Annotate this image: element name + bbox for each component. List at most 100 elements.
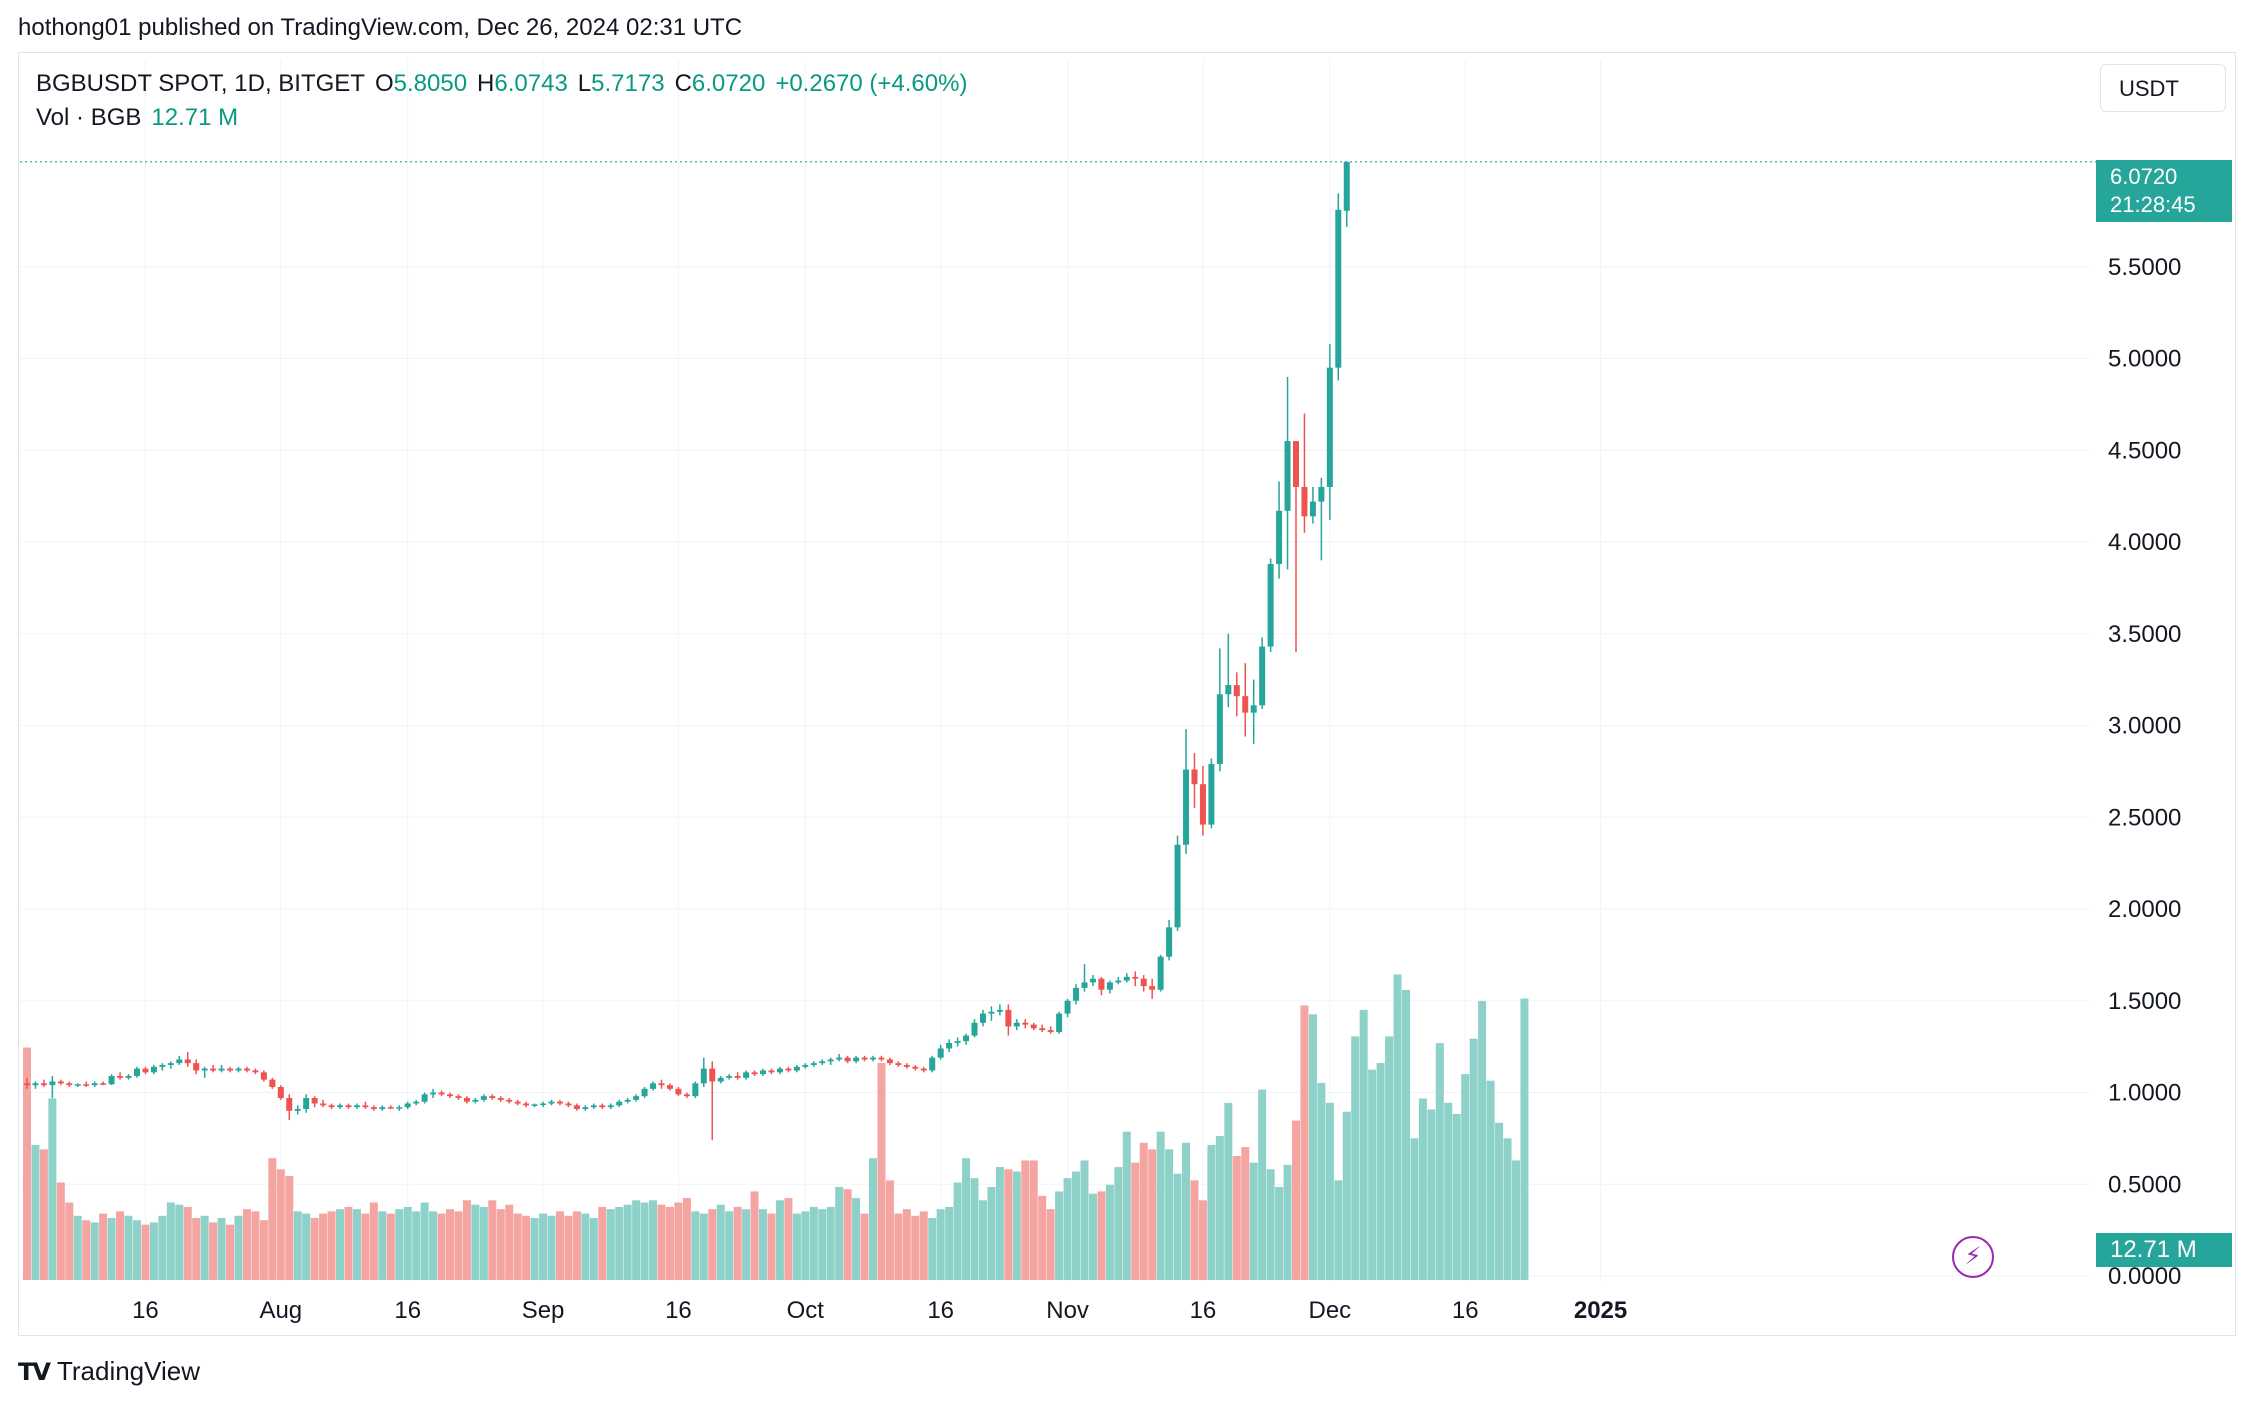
volume-bar — [1215, 1136, 1224, 1280]
last-price-tag: 6.0720 21:28:45 — [2096, 160, 2232, 222]
volume-bar — [420, 1202, 429, 1280]
volume-bar — [496, 1209, 505, 1280]
candle-body — [1267, 564, 1274, 647]
volume-bar — [268, 1158, 277, 1280]
time-axis: 16 Aug 16 Sep 16 Oct 16 Nov 16 Dec 16 2025 — [132, 1297, 1627, 1324]
candle-body — [870, 1057, 876, 1060]
candle-body — [1242, 696, 1249, 713]
volume-bar — [1046, 1209, 1055, 1280]
volume-bar — [1308, 1014, 1317, 1280]
candle-body — [599, 1105, 606, 1108]
price-tick-label: 3.5000 — [2108, 621, 2181, 648]
volume-bar — [1486, 1080, 1495, 1280]
lightning-bolt-icon[interactable]: ⚡ — [1952, 1236, 1994, 1278]
candle-body — [556, 1101, 563, 1104]
volume-bar — [928, 1218, 937, 1280]
volume-bar — [369, 1202, 378, 1280]
volume-bar — [276, 1169, 285, 1280]
volume-bar — [361, 1213, 370, 1280]
candle-body — [903, 1064, 910, 1067]
candle-body — [1022, 1022, 1029, 1025]
candle-body — [607, 1105, 614, 1108]
candle-body — [1276, 510, 1283, 565]
price-tick-label: 5.0000 — [2108, 346, 2181, 373]
candle-body — [895, 1063, 902, 1065]
candle-body — [24, 1083, 30, 1086]
candle-body — [210, 1068, 217, 1071]
volume-bar — [48, 1098, 57, 1280]
candle-body — [1157, 956, 1164, 990]
close-label: C — [674, 70, 692, 97]
price-tick-label: 2.5000 — [2108, 804, 2181, 831]
candle-body — [303, 1098, 310, 1110]
time-tick-label: Oct — [787, 1297, 825, 1324]
candle-body — [91, 1083, 98, 1086]
candle-body — [337, 1105, 344, 1108]
publish-byline: hothong01 published on TradingView.com, … — [18, 14, 743, 41]
volume-bar — [1038, 1195, 1047, 1280]
candle-body — [370, 1107, 377, 1110]
tradingview-logo[interactable]: 𝗧𝗩 TradingView — [18, 1356, 200, 1387]
symbol-title[interactable]: BGBUSDT SPOT, 1D, BITGET — [36, 70, 365, 97]
close-value: 6.0720 — [691, 70, 766, 97]
volume-bar — [632, 1200, 641, 1280]
candle-body — [1123, 976, 1130, 981]
candle-body — [1166, 927, 1173, 957]
high-label: H — [477, 70, 495, 97]
candle-body — [463, 1098, 470, 1102]
candle-body — [531, 1104, 538, 1106]
volume-bar — [1435, 1043, 1444, 1280]
volume-bar — [116, 1211, 125, 1280]
volume-bar — [336, 1209, 345, 1280]
candle-body — [523, 1103, 530, 1106]
candle-body — [717, 1077, 724, 1082]
candle-body — [1225, 685, 1232, 695]
volume-bar — [1359, 1009, 1368, 1280]
volume-bar — [65, 1202, 74, 1280]
volume-bar — [1173, 1173, 1182, 1280]
candle-body — [878, 1057, 885, 1060]
volume-bar — [615, 1206, 624, 1280]
candle-body — [751, 1072, 758, 1075]
candle-body — [590, 1105, 597, 1108]
candle-body — [827, 1059, 834, 1062]
price-tick-label: 0.0000 — [2108, 1263, 2181, 1290]
volume-bar — [860, 1213, 869, 1280]
volume-bar — [183, 1206, 192, 1280]
volume-bar — [505, 1204, 514, 1280]
volume-bar — [1029, 1160, 1038, 1280]
volume-bars — [23, 974, 1529, 1280]
candle-body — [1013, 1022, 1020, 1027]
candle-body — [269, 1079, 276, 1087]
candle-body — [1208, 764, 1215, 825]
candle-body — [548, 1101, 555, 1104]
candle-body — [819, 1061, 826, 1064]
candle-body — [311, 1098, 318, 1104]
candle-body — [1318, 486, 1325, 502]
volume-label[interactable]: Vol · BGB — [36, 104, 142, 131]
candle-body — [1293, 441, 1299, 487]
time-tick-label: 16 — [1452, 1297, 1479, 1324]
candle-body — [1047, 1030, 1054, 1032]
time-tick-label: Nov — [1046, 1297, 1089, 1324]
candle-body — [150, 1066, 157, 1073]
candle-body — [328, 1105, 335, 1108]
candle-body — [1309, 501, 1316, 517]
tradingview-logo-icon: 𝗧𝗩 — [18, 1359, 51, 1386]
time-tick-label: 16 — [927, 1297, 954, 1324]
volume-bar — [1080, 1160, 1089, 1280]
time-tick-label: 16 — [394, 1297, 421, 1324]
candle-body — [861, 1057, 868, 1060]
volume-bar — [1207, 1144, 1216, 1280]
volume-bar — [869, 1158, 877, 1280]
volume-bar — [623, 1204, 632, 1280]
candle-body — [768, 1070, 775, 1073]
volume-bar — [1427, 1109, 1436, 1280]
currency-button[interactable]: USDT — [2100, 64, 2226, 112]
volume-bar — [454, 1211, 463, 1280]
volume-bar — [1292, 1120, 1300, 1280]
volume-bar — [175, 1204, 184, 1280]
candle-body — [430, 1092, 437, 1095]
volume-bar — [1452, 1113, 1461, 1280]
